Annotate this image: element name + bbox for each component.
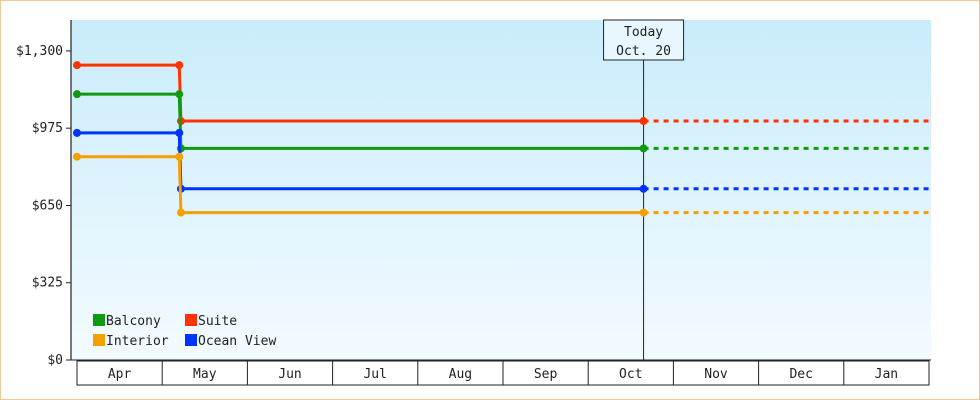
data-point-suite bbox=[175, 61, 184, 70]
series-line-interior bbox=[77, 155, 644, 215]
month-label: Nov bbox=[704, 367, 728, 382]
y-tick-label: $1,300 bbox=[16, 44, 63, 59]
month-label: Jan bbox=[875, 367, 898, 382]
data-point-suite bbox=[639, 117, 648, 126]
month-label: Apr bbox=[108, 367, 132, 382]
data-point-ocean-view bbox=[639, 184, 648, 193]
legend-label-suite: Suite bbox=[198, 314, 237, 329]
month-label: Jul bbox=[363, 367, 386, 382]
series-line-balcony bbox=[77, 92, 644, 150]
legend-swatch-ocean-view bbox=[185, 334, 197, 346]
data-point-balcony bbox=[73, 90, 81, 99]
month-label: May bbox=[193, 367, 217, 382]
today-label: Today bbox=[624, 25, 663, 40]
data-point-balcony bbox=[175, 90, 184, 99]
y-axis: $0 $325 $650 $975 $1,300 bbox=[16, 20, 72, 368]
legend-label-interior: Interior bbox=[106, 334, 169, 349]
y-tick-label: $650 bbox=[32, 198, 63, 213]
legend-label-ocean-view: Ocean View bbox=[198, 334, 276, 349]
today-box bbox=[603, 19, 685, 61]
legend: Balcony Suite Interior Ocean View bbox=[93, 314, 276, 349]
today-date: Oct. 20 bbox=[616, 44, 671, 59]
month-label: Oct bbox=[619, 367, 642, 382]
legend-swatch-balcony bbox=[93, 314, 105, 326]
y-tick-label: $0 bbox=[47, 353, 63, 368]
legend-swatch-suite bbox=[185, 314, 197, 326]
data-point-ocean-view bbox=[73, 128, 81, 137]
month-label: Sep bbox=[534, 367, 558, 382]
data-point-interior bbox=[639, 208, 648, 217]
legend-swatch-interior bbox=[93, 334, 105, 346]
y-tick-label: $325 bbox=[32, 276, 63, 291]
month-label: Dec bbox=[789, 367, 812, 382]
data-point-balcony bbox=[639, 144, 648, 153]
data-point-ocean-view bbox=[175, 128, 184, 137]
x-axis: Apr May Jun Jul Aug Sep Oct Nov Dec Jan bbox=[71, 359, 931, 386]
month-label: Jun bbox=[278, 367, 301, 382]
today-marker: Today Oct. 20 bbox=[603, 19, 685, 360]
month-label: Aug bbox=[449, 367, 472, 382]
series-group bbox=[73, 61, 929, 217]
data-point-interior bbox=[73, 152, 81, 161]
data-point-interior bbox=[175, 152, 184, 161]
data-point-interior bbox=[176, 208, 185, 217]
legend-label-balcony: Balcony bbox=[106, 314, 161, 329]
data-point-suite bbox=[73, 61, 81, 70]
y-tick-label: $975 bbox=[32, 121, 63, 136]
